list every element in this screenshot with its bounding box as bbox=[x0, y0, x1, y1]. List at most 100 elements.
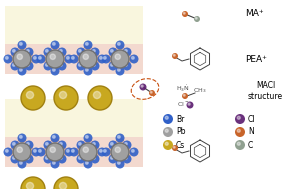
Circle shape bbox=[44, 47, 52, 57]
Circle shape bbox=[84, 67, 92, 75]
Circle shape bbox=[86, 162, 88, 164]
Polygon shape bbox=[41, 137, 69, 165]
FancyBboxPatch shape bbox=[5, 44, 143, 74]
Circle shape bbox=[122, 61, 131, 70]
Circle shape bbox=[99, 57, 102, 59]
Text: Pb: Pb bbox=[176, 128, 185, 136]
Circle shape bbox=[64, 147, 73, 156]
Circle shape bbox=[108, 140, 118, 149]
Text: PEA⁺: PEA⁺ bbox=[245, 54, 267, 64]
Polygon shape bbox=[74, 137, 102, 165]
Circle shape bbox=[76, 140, 86, 149]
Circle shape bbox=[69, 54, 79, 64]
Circle shape bbox=[163, 127, 173, 137]
FancyBboxPatch shape bbox=[5, 99, 143, 137]
Circle shape bbox=[17, 147, 22, 153]
Circle shape bbox=[84, 133, 92, 143]
Circle shape bbox=[118, 162, 120, 164]
Circle shape bbox=[38, 57, 41, 59]
Circle shape bbox=[108, 61, 118, 70]
Circle shape bbox=[235, 140, 245, 150]
Circle shape bbox=[13, 64, 15, 66]
Circle shape bbox=[130, 147, 138, 156]
Circle shape bbox=[13, 143, 15, 145]
Text: $\mathregular{CH_3}$: $\mathregular{CH_3}$ bbox=[193, 87, 207, 95]
Circle shape bbox=[183, 94, 185, 96]
Circle shape bbox=[33, 57, 36, 59]
Circle shape bbox=[57, 61, 67, 70]
Circle shape bbox=[52, 69, 55, 71]
Circle shape bbox=[25, 154, 33, 163]
Circle shape bbox=[237, 142, 240, 145]
Circle shape bbox=[57, 154, 67, 163]
Circle shape bbox=[194, 16, 200, 22]
Circle shape bbox=[50, 133, 60, 143]
Circle shape bbox=[79, 156, 81, 159]
Circle shape bbox=[150, 91, 152, 93]
Circle shape bbox=[141, 85, 143, 87]
Circle shape bbox=[98, 147, 107, 156]
Circle shape bbox=[3, 54, 13, 64]
Circle shape bbox=[26, 91, 33, 99]
Circle shape bbox=[13, 50, 15, 52]
Circle shape bbox=[102, 54, 111, 64]
Polygon shape bbox=[74, 44, 102, 72]
Text: Br: Br bbox=[176, 115, 185, 123]
Circle shape bbox=[125, 64, 127, 66]
Circle shape bbox=[10, 154, 20, 163]
Circle shape bbox=[186, 101, 193, 108]
Circle shape bbox=[59, 91, 67, 99]
Circle shape bbox=[44, 140, 52, 149]
Circle shape bbox=[235, 127, 245, 137]
Circle shape bbox=[44, 61, 52, 70]
Circle shape bbox=[25, 61, 33, 70]
Text: N: N bbox=[248, 128, 254, 136]
Circle shape bbox=[92, 50, 95, 52]
Circle shape bbox=[26, 50, 29, 52]
Circle shape bbox=[86, 69, 88, 71]
Circle shape bbox=[20, 43, 22, 45]
Circle shape bbox=[98, 54, 107, 64]
Circle shape bbox=[91, 154, 99, 163]
Circle shape bbox=[172, 53, 178, 59]
Circle shape bbox=[118, 43, 120, 45]
Circle shape bbox=[20, 136, 22, 138]
Circle shape bbox=[33, 149, 36, 152]
Circle shape bbox=[76, 61, 86, 70]
Circle shape bbox=[79, 64, 81, 66]
Text: Cs: Cs bbox=[176, 140, 185, 149]
Circle shape bbox=[79, 143, 97, 161]
Circle shape bbox=[45, 50, 48, 52]
Circle shape bbox=[17, 160, 26, 169]
Circle shape bbox=[195, 17, 197, 19]
Circle shape bbox=[115, 133, 125, 143]
Circle shape bbox=[26, 182, 33, 189]
Circle shape bbox=[57, 140, 67, 149]
Circle shape bbox=[17, 40, 26, 50]
Circle shape bbox=[165, 116, 168, 119]
Polygon shape bbox=[106, 44, 134, 72]
Circle shape bbox=[163, 114, 173, 124]
Polygon shape bbox=[41, 44, 69, 72]
Circle shape bbox=[25, 47, 33, 57]
Text: $\mathregular{H_3\dot{N}}$: $\mathregular{H_3\dot{N}}$ bbox=[176, 84, 190, 94]
Circle shape bbox=[91, 140, 99, 149]
Circle shape bbox=[37, 54, 45, 64]
FancyBboxPatch shape bbox=[5, 137, 143, 167]
Polygon shape bbox=[8, 137, 36, 165]
Circle shape bbox=[21, 177, 45, 189]
Circle shape bbox=[111, 156, 113, 159]
Circle shape bbox=[172, 145, 178, 151]
Circle shape bbox=[79, 50, 97, 68]
Circle shape bbox=[76, 154, 86, 163]
Circle shape bbox=[88, 86, 112, 110]
Circle shape bbox=[84, 160, 92, 169]
Circle shape bbox=[92, 64, 95, 66]
Circle shape bbox=[182, 11, 188, 17]
Circle shape bbox=[149, 90, 155, 96]
Circle shape bbox=[108, 47, 118, 57]
Circle shape bbox=[13, 143, 31, 161]
Circle shape bbox=[60, 50, 62, 52]
Circle shape bbox=[115, 67, 125, 75]
Circle shape bbox=[26, 64, 29, 66]
